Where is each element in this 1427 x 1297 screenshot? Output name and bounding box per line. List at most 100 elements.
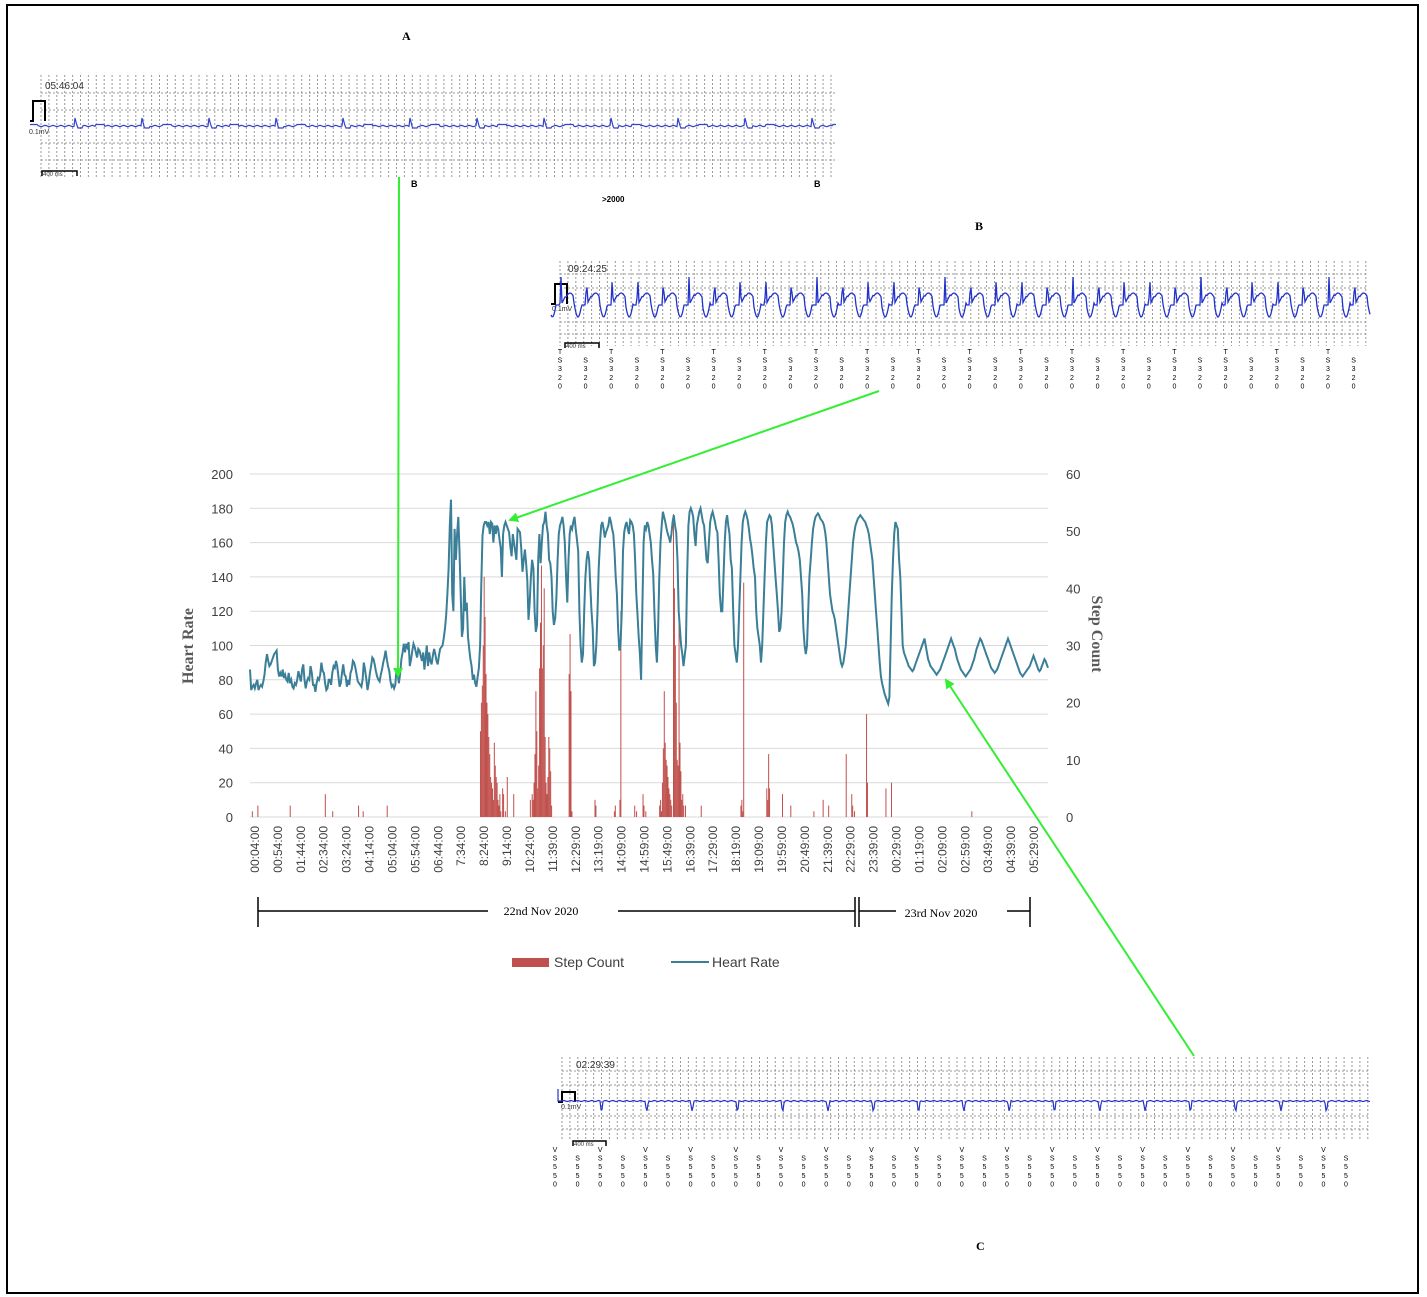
step-bar	[535, 691, 537, 817]
beat-label-char: 5	[982, 1164, 986, 1171]
step-bar	[483, 576, 485, 817]
beat-label-char: 0	[840, 383, 844, 390]
beat-label-char: S	[892, 1156, 897, 1163]
beat-label-char: 0	[666, 1181, 670, 1188]
step-bar	[547, 776, 549, 817]
beat-label-char: 5	[1073, 1173, 1077, 1180]
step-bar	[485, 674, 487, 817]
step-bar	[700, 805, 702, 817]
beat-label-char: 2	[1300, 375, 1304, 382]
step-bar	[531, 794, 533, 817]
beat-label-char: 5	[1095, 1173, 1099, 1180]
step-bar	[537, 788, 539, 817]
ecg-strip-b: 09:24:25 0.1mV 400 ms TS320S320TS320S320…	[550, 261, 1371, 390]
beat-label-char: V	[824, 1147, 829, 1154]
legend-swatch-step	[512, 958, 549, 967]
beat-label-char: 5	[1186, 1164, 1190, 1171]
beat-label-char: V	[1050, 1147, 1055, 1154]
beat-label-char: S	[609, 358, 614, 365]
ecg-time-b: 09:24:25	[568, 264, 607, 275]
x-tick: 06:44:00	[431, 826, 445, 873]
beat-label-char: 3	[968, 366, 972, 373]
step-bar	[546, 794, 548, 817]
date-range-2: 23rd Nov 2020	[905, 906, 978, 920]
beat-label-char: S	[711, 1156, 716, 1163]
beat-label-char: 0	[584, 383, 588, 390]
beat-label-char: 5	[643, 1173, 647, 1180]
ecg-amplitude-b: 0.1mV	[552, 306, 573, 313]
step-bar	[504, 811, 506, 817]
ecg-scale-b: 400 ms	[566, 344, 586, 350]
beat-label-char: S	[1249, 358, 1254, 365]
x-tick: 01:19:00	[912, 826, 926, 873]
y-tick-left: 140	[211, 570, 233, 585]
beat-label-char: 3	[1198, 366, 1202, 373]
beat-label-char: 2	[1352, 375, 1356, 382]
y-tick-right: 20	[1066, 696, 1080, 711]
beat-label-char: 3	[558, 366, 562, 373]
beat-label-char: V	[643, 1147, 648, 1154]
beat-label-char: V	[1095, 1147, 1100, 1154]
step-bar	[494, 765, 496, 817]
step-bar	[845, 754, 847, 817]
y-axis-right-label: Step Count	[1088, 596, 1105, 674]
beat-label-char: 0	[1254, 1181, 1258, 1188]
beat-label-char: 0	[982, 1181, 986, 1188]
ecg-time-c: 02:29:39	[576, 1060, 615, 1071]
beat-label-char: V	[553, 1147, 558, 1154]
step-bar	[595, 805, 597, 817]
step-bar	[548, 736, 550, 817]
beat-label-char: 3	[584, 366, 588, 373]
beat-label-char: 5	[1163, 1164, 1167, 1171]
beat-label-char: 0	[942, 383, 946, 390]
beat-label-char: 5	[734, 1173, 738, 1180]
beat-label-char: 3	[891, 366, 895, 373]
beat-label-char: S	[643, 1156, 648, 1163]
beat-label-char: S	[967, 358, 972, 365]
beat-label-char: S	[814, 358, 819, 365]
beat-label-char: 5	[824, 1164, 828, 1171]
beat-label-char: T	[1326, 349, 1331, 356]
y-tick-left: 180	[211, 501, 233, 516]
x-tick: 20:49:00	[798, 826, 812, 873]
beat-label-char: 5	[1276, 1173, 1280, 1180]
right-axis-ticks: 0 10 20 30 40 50 60	[1066, 467, 1080, 825]
y-tick-left: 0	[226, 810, 233, 825]
beat-label-char: 0	[1344, 1181, 1348, 1188]
beat-label-char: 5	[915, 1164, 919, 1171]
step-bar	[488, 736, 490, 817]
beat-label-char: 2	[763, 375, 767, 382]
beat-label-char: V	[1321, 1147, 1326, 1154]
beat-label-char: 3	[1147, 366, 1151, 373]
x-tick: 19:59:00	[775, 826, 789, 873]
x-tick: 05:04:00	[385, 826, 399, 873]
beat-label-char: 2	[558, 375, 562, 382]
step-bar	[645, 811, 647, 817]
beat-label-char: 3	[635, 366, 639, 373]
step-bar	[571, 811, 573, 817]
beat-label-char: S	[1223, 358, 1228, 365]
beat-label-char: 5	[937, 1164, 941, 1171]
step-bar	[671, 805, 673, 817]
beat-label-char: 5	[915, 1173, 919, 1180]
step-bar	[767, 799, 769, 817]
beat-label-char: 5	[553, 1164, 557, 1171]
y-tick-right: 40	[1066, 581, 1080, 596]
step-bar	[620, 611, 622, 817]
beat-label-char: 5	[1028, 1173, 1032, 1180]
beat-label-char: 5	[847, 1173, 851, 1180]
beat-label-char: 0	[1321, 1181, 1325, 1188]
step-bar	[642, 794, 644, 817]
beat-label-char: S	[733, 1156, 738, 1163]
beat-label-char: S	[890, 358, 895, 365]
beat-label-char: 5	[1344, 1173, 1348, 1180]
step-bar	[550, 771, 552, 817]
beat-label-char: 3	[1352, 366, 1356, 373]
beat-label-char: 0	[1172, 383, 1176, 390]
beat-label-char: T	[711, 349, 716, 356]
step-bar	[570, 691, 572, 817]
step-bar	[741, 799, 743, 817]
beat-label-char: 0	[891, 383, 895, 390]
beat-label-char: 0	[915, 1181, 919, 1188]
beat-label-char: 5	[982, 1173, 986, 1180]
